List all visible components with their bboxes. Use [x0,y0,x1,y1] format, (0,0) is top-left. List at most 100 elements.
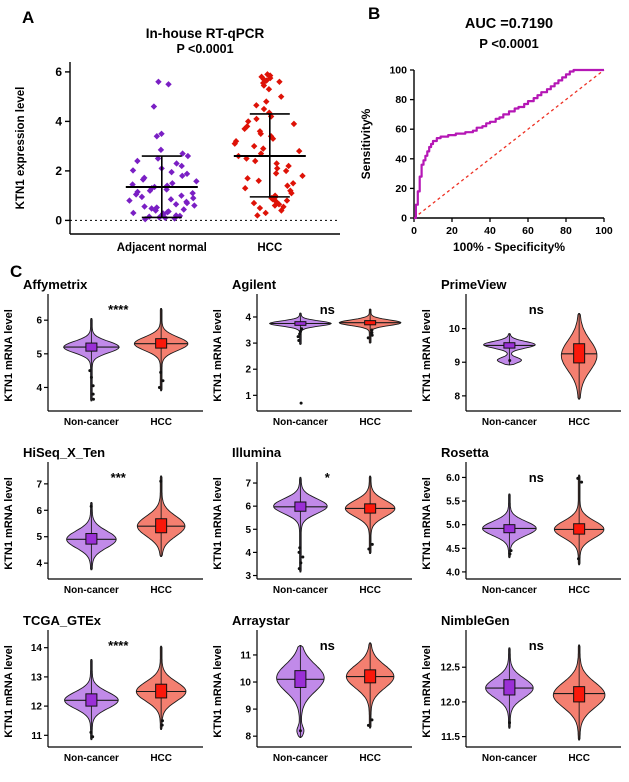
svg-text:11: 11 [240,650,251,661]
violin-plot-9: 11.5 12.0 12.5 KTN1 mRNA level Non-cancer HCC… [421,630,621,764]
violin-cell-3: PrimeView 8 9 10 KTN1 mRNA level Non-cancer H… [419,276,628,444]
svg-text:0: 0 [401,213,407,225]
svg-text:HCC: HCC [568,753,590,764]
violin-cell-1: Affymetrix 4 5 6 KTN1 mRNA level Non-cancer H… [1,276,210,444]
panel-b-title: AUC =0.7190 [464,16,554,32]
svg-text:4: 4 [245,312,251,323]
panel-a-scatter-plot: 0 2 4 6 KTN1 expression level Adjacent normal… [15,62,340,254]
svg-text:****: **** [108,302,129,317]
violin-cell-2: Agilent 1 2 3 4 KTN1 mRNA level Non-cancer HCC… [210,276,419,444]
svg-text:KTN1 mRNA level: KTN1 mRNA level [3,477,15,570]
svg-text:20: 20 [395,183,407,195]
violin-plot-5: 3 4 5 6 7 KTN1 mRNA level Non-cancer HCC * [212,462,412,596]
violin-title-8: Arraystar [232,613,290,628]
svg-text:100: 100 [595,225,613,237]
panel-c-label: C [10,262,23,281]
svg-text:ns: ns [529,470,544,485]
svg-text:5: 5 [36,532,42,543]
violin-cell-4: HiSeq_X_Ten 4 5 6 7 KTN1 mRNA level Non-cance… [1,444,210,612]
svg-text:0: 0 [411,225,417,237]
svg-text:KTN1 mRNA level: KTN1 mRNA level [212,645,224,738]
violin-title-1: Affymetrix [23,277,88,292]
svg-text:HCC: HCC [568,417,590,428]
svg-text:6: 6 [36,506,42,517]
svg-text:Non-cancer: Non-cancer [482,753,537,764]
svg-text:4: 4 [245,548,251,559]
svg-text:****: **** [108,638,129,653]
panel-a-title: In-house RT-qPCR [145,26,265,41]
svg-text:8: 8 [245,732,251,743]
violin-cell-6: Rosetta 4.0 4.5 5.0 5.5 6.0 KTN1 mRNA level No… [419,444,628,612]
svg-text:9: 9 [454,358,460,369]
svg-text:Non-cancer: Non-cancer [482,417,537,428]
violin-cell-7: TCGA_GTEx 11 12 13 14 KTN1 mRNA level Non-can… [1,612,210,780]
svg-text:Non-cancer: Non-cancer [273,585,328,596]
svg-text:***: *** [111,470,127,485]
svg-text:ns: ns [320,638,335,653]
svg-text:KTN1 mRNA level: KTN1 mRNA level [212,477,224,570]
svg-text:3: 3 [245,571,251,582]
svg-text:1: 1 [245,391,251,402]
svg-text:KTN1 mRNA level: KTN1 mRNA level [212,309,224,402]
svg-text:5.5: 5.5 [446,497,460,508]
violin-plot-1: 4 5 6 KTN1 mRNA level Non-cancer HCC **** [3,294,203,428]
svg-text:14: 14 [31,643,43,654]
svg-text:5: 5 [36,349,42,360]
svg-text:3: 3 [245,339,251,350]
svg-text:Non-cancer: Non-cancer [64,417,119,428]
violin-plot-7: 11 12 13 14 KTN1 mRNA level Non-cancer HCC **** [3,630,203,764]
svg-text:60: 60 [395,124,407,136]
svg-text:Non-cancer: Non-cancer [273,753,328,764]
svg-text:12: 12 [31,702,43,713]
svg-text:Non-cancer: Non-cancer [482,585,537,596]
svg-text:100% - Specificity%: 100% - Specificity% [453,240,565,254]
violin-title-4: HiSeq_X_Ten [23,445,106,460]
svg-text:6.0: 6.0 [446,473,460,484]
svg-text:HCC: HCC [359,585,381,596]
svg-text:KTN1 mRNA level: KTN1 mRNA level [3,645,15,738]
svg-text:4.0: 4.0 [446,567,460,578]
svg-text:5.0: 5.0 [446,520,460,531]
svg-text:HCC: HCC [568,585,590,596]
svg-text:Non-cancer: Non-cancer [64,585,119,596]
svg-text:11.5: 11.5 [441,732,460,743]
svg-text:Non-cancer: Non-cancer [64,753,119,764]
violin-cell-5: Illumina 3 4 5 6 7 KTN1 mRNA level Non-cancer H… [210,444,419,612]
violin-plot-4: 4 5 6 7 KTN1 mRNA level Non-cancer HCC *** [3,462,203,596]
svg-text:9: 9 [245,705,251,716]
svg-text:Non-cancer: Non-cancer [273,417,328,428]
svg-text:6: 6 [36,316,42,327]
violin-plot-6: 4.0 4.5 5.0 5.5 6.0 KTN1 mRNA level Non-cancer… [421,462,621,596]
svg-text:7: 7 [245,479,251,490]
svg-text:HCC: HCC [359,753,381,764]
svg-text:20: 20 [446,225,458,237]
panel-b-label: B [368,4,381,23]
svg-text:ns: ns [529,638,544,653]
svg-text:7: 7 [36,479,42,490]
svg-text:KTN1 expression level: KTN1 expression level [15,87,27,210]
svg-text:2: 2 [55,164,62,178]
svg-text:ns: ns [529,302,544,317]
svg-text:4.5: 4.5 [446,544,460,555]
violin-title-2: Agilent [232,277,277,292]
panel-b-roc-plot: 0 20 40 60 80 100 0 20 40 60 80 100 Sensitivity% 100%… [359,65,613,255]
svg-text:13: 13 [31,672,43,683]
panel-a-label: A [22,8,35,27]
svg-text:6: 6 [245,502,251,513]
svg-text:100: 100 [389,65,407,77]
svg-text:4: 4 [55,114,62,128]
panel-b-pvalue: P <0.0001 [479,36,539,51]
svg-text:ns: ns [320,302,335,317]
svg-text:HCC: HCC [257,242,282,254]
violin-plot-3: 8 9 10 KTN1 mRNA level Non-cancer HCC ns [421,294,621,428]
svg-text:KTN1 mRNA level: KTN1 mRNA level [421,645,433,738]
svg-text:HCC: HCC [150,585,172,596]
svg-text:6: 6 [55,65,62,79]
svg-text:KTN1 mRNA level: KTN1 mRNA level [421,309,433,402]
svg-text:KTN1 mRNA level: KTN1 mRNA level [3,309,15,402]
violin-title-3: PrimeView [441,277,507,292]
svg-text:Sensitivity%: Sensitivity% [359,108,373,179]
svg-text:80: 80 [560,225,572,237]
svg-text:40: 40 [395,153,407,165]
